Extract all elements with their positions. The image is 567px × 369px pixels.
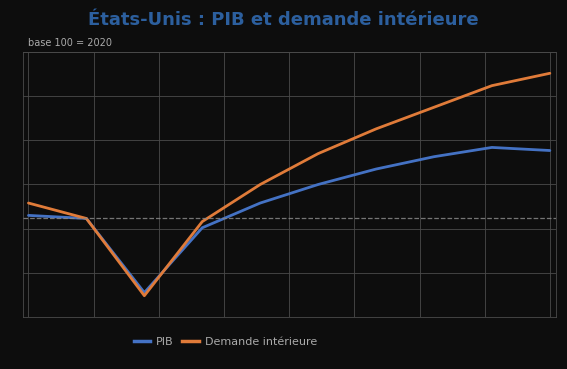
Text: base 100 = 2020: base 100 = 2020 [28,38,112,48]
Text: États-Unis : PIB et demande intérieure: États-Unis : PIB et demande intérieure [88,11,479,29]
Legend: PIB, Demande intérieure: PIB, Demande intérieure [129,333,321,352]
